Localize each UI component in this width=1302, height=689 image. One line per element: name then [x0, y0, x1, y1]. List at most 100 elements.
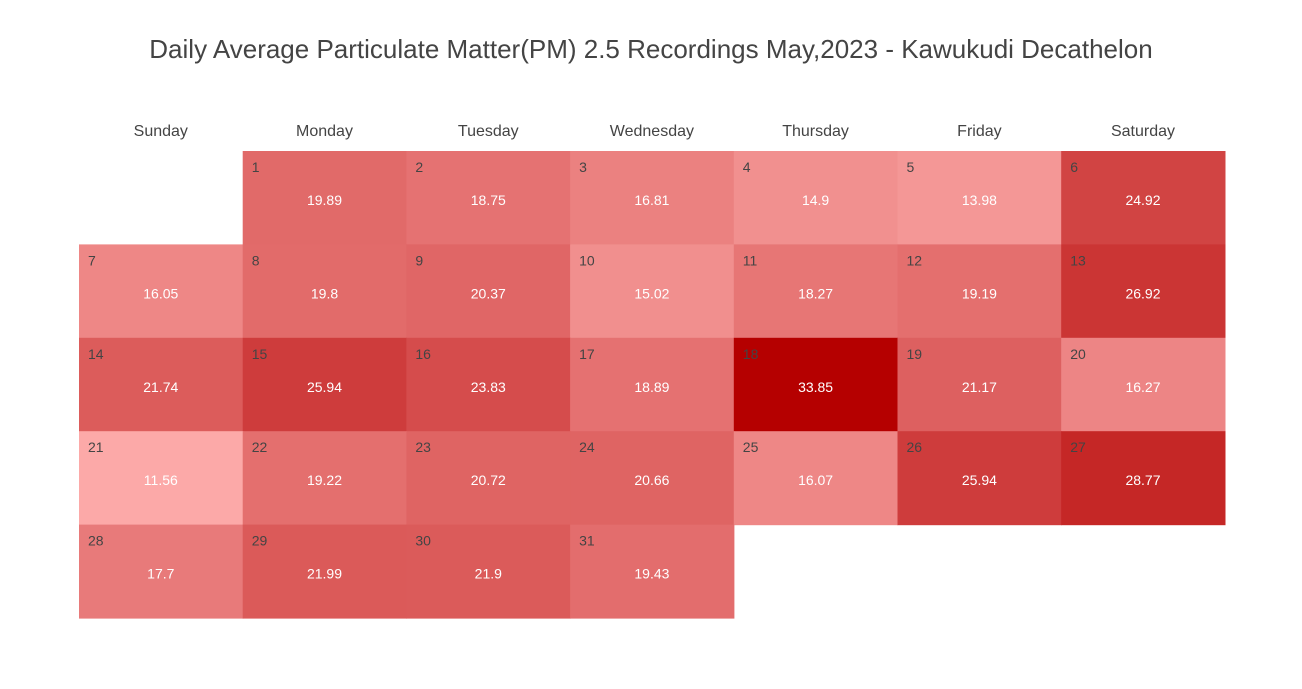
day-cell: 119.89: [242, 151, 407, 245]
day-cell: 24 20.66: [570, 431, 735, 526]
day-cell-rect: [570, 524, 735, 619]
day-cell: 20 16.27: [1061, 337, 1226, 432]
day-cell: 15 25.94: [242, 337, 407, 432]
day-cell: 22 19.22: [242, 431, 407, 526]
day-number-label: 5: [907, 159, 915, 175]
day-number-label: 23: [415, 439, 431, 455]
day-value-label: 19.8: [311, 285, 338, 301]
day-cell-rect: [733, 431, 899, 526]
day-number-label: 14: [88, 346, 104, 362]
calendar-cells: 119.89218.75316.81414.9513.98624.92716.0…: [79, 151, 1226, 619]
day-cell-rect: [733, 337, 899, 432]
weekday-label: Friday: [957, 123, 1001, 140]
day-number-label: 15: [252, 346, 268, 362]
day-value-label: 23.83: [471, 379, 506, 395]
day-value-label: 28.77: [1125, 472, 1160, 488]
day-cell-rect: [1061, 244, 1226, 339]
day-number-label: 12: [907, 252, 923, 268]
day-number-label: 11: [743, 252, 758, 268]
day-value-label: 18.27: [798, 285, 833, 301]
day-cell: 14 21.74: [79, 337, 244, 432]
day-cell: 819.8: [242, 244, 407, 339]
day-value-label: 16.07: [798, 472, 833, 488]
day-cell-rect: [406, 431, 571, 526]
day-number-label: 16: [415, 346, 431, 362]
day-cell: 716.05: [79, 244, 244, 339]
day-value-label: 21.17: [962, 379, 997, 395]
day-value-label: 21.9: [475, 566, 502, 582]
day-number-label: 8: [252, 252, 260, 268]
day-number-label: 6: [1070, 159, 1078, 175]
day-cell: 12 19.19: [897, 244, 1062, 339]
day-value-label: 21.74: [143, 379, 178, 395]
day-cell: 11 18.27: [733, 244, 899, 339]
day-number-label: 29: [252, 533, 268, 549]
day-cell-rect: [406, 151, 571, 245]
day-cell-rect: [406, 244, 571, 339]
day-number-label: 10: [579, 252, 595, 268]
day-cell: 16 23.83: [406, 337, 571, 432]
day-value-label: 14.9: [802, 192, 829, 208]
weekday-label: Wednesday: [610, 123, 694, 140]
chart-title: Daily Average Particulate Matter(PM) 2.5…: [149, 34, 1152, 64]
day-cell-rect: [406, 337, 571, 432]
day-number-label: 27: [1070, 439, 1086, 455]
weekday-label: Saturday: [1111, 123, 1175, 140]
day-cell-rect: [242, 337, 407, 432]
day-cell-rect: [79, 431, 244, 526]
day-cell-rect: [570, 244, 735, 339]
day-cell: 23 20.72: [406, 431, 571, 526]
day-number-label: 4: [743, 159, 751, 175]
day-cell-rect: [79, 524, 244, 619]
day-cell: 29 21.99: [242, 524, 407, 619]
day-number-label: 21: [88, 439, 104, 455]
day-cell: 920.37: [406, 244, 571, 339]
day-cell: 17 18.89: [570, 337, 735, 432]
day-cell: 30 21.9: [406, 524, 571, 619]
day-value-label: 16.27: [1125, 379, 1160, 395]
day-value-label: 19.19: [962, 285, 997, 301]
day-cell: 18 33.85: [733, 337, 899, 432]
day-cell-rect: [79, 337, 244, 432]
weekday-label: Tuesday: [458, 123, 519, 140]
day-cell-rect: [897, 431, 1062, 526]
day-number-label: 18: [743, 346, 759, 362]
day-cell: 26 25.94: [897, 431, 1062, 526]
day-value-label: 16.05: [143, 285, 178, 301]
day-value-label: 19.89: [307, 192, 342, 208]
day-number-label: 13: [1070, 252, 1086, 268]
day-value-label: 33.85: [798, 379, 833, 395]
day-cell: 414.9: [733, 151, 899, 245]
day-cell-rect: [79, 244, 244, 339]
day-number-label: 28: [88, 533, 104, 549]
day-cell-rect: [897, 337, 1062, 432]
day-cell-rect: [242, 524, 407, 619]
day-cell: 21 11.56: [79, 431, 244, 526]
day-cell-rect: [242, 151, 407, 245]
day-value-label: 20.37: [471, 285, 506, 301]
day-cell: 13 26.92: [1061, 244, 1226, 339]
day-number-label: 17: [579, 346, 595, 362]
day-number-label: 25: [743, 439, 759, 455]
day-number-label: 3: [579, 159, 587, 175]
day-cell: 27 28.77: [1061, 431, 1226, 526]
day-number-label: 31: [579, 533, 595, 549]
day-cell: 31 19.43: [570, 524, 735, 619]
day-cell-rect: [897, 244, 1062, 339]
day-value-label: 26.92: [1125, 285, 1160, 301]
weekday-header-row: Sunday Monday Tuesday Wednesday Thursday Frid…: [134, 123, 1175, 140]
day-cell-rect: [570, 151, 735, 245]
day-cell-rect: [1061, 431, 1226, 526]
day-cell-rect: [406, 524, 571, 619]
day-cell-rect: [570, 431, 735, 526]
day-number-label: 22: [252, 439, 268, 455]
day-cell: 28 17.7: [79, 524, 244, 619]
day-number-label: 24: [579, 439, 595, 455]
day-cell-rect: [570, 337, 735, 432]
weekday-label: Sunday: [134, 123, 188, 140]
day-value-label: 15.02: [634, 285, 669, 301]
day-cell: 316.81: [570, 151, 735, 245]
day-value-label: 20.72: [471, 472, 506, 488]
day-cell-rect: [733, 244, 899, 339]
day-value-label: 13.98: [962, 192, 997, 208]
